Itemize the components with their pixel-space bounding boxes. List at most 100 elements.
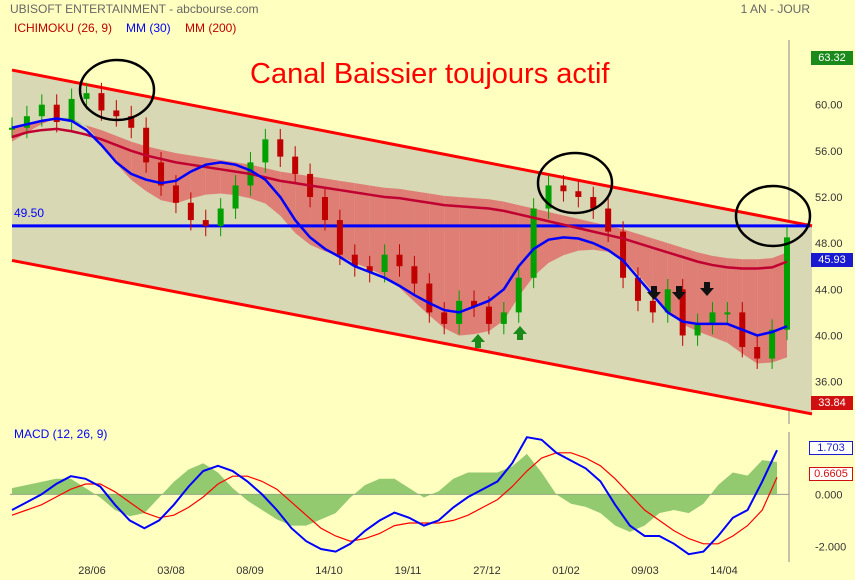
candle-body <box>411 266 418 284</box>
ichimoku-cloud-segment <box>161 149 176 204</box>
mm30-line <box>11 117 788 337</box>
candle-body <box>620 231 627 278</box>
ichimoku-cloud-segment <box>339 180 355 264</box>
ichimoku-cloud-segment <box>324 178 340 256</box>
candle-body <box>634 277 641 301</box>
up-arrow-icon <box>513 326 527 340</box>
candle-body <box>232 185 239 209</box>
candle-body <box>709 312 716 324</box>
candle-body <box>83 93 90 99</box>
price-y-tick: 40.00 <box>815 330 843 342</box>
candle-body <box>545 185 552 209</box>
candle-body <box>53 104 60 122</box>
ichimoku-cloud-segment <box>190 155 206 199</box>
candle-body <box>143 127 150 163</box>
down-arrow-icon <box>700 282 714 296</box>
candle-body <box>68 98 75 122</box>
candle-body <box>769 329 776 359</box>
legend-mm30: MM (30) <box>126 21 171 35</box>
candle-body <box>172 185 179 203</box>
ichimoku-cloud-segment <box>637 233 653 292</box>
tag-last: 45.93 <box>811 253 853 267</box>
ichimoku-cloud-segment <box>578 218 594 251</box>
candle-body <box>9 127 15 130</box>
price-y-tick: 36.00 <box>815 377 843 389</box>
candle-body <box>292 156 299 174</box>
down-arrow-icon <box>672 286 686 300</box>
candle-body <box>500 312 507 324</box>
candle-body <box>590 197 597 209</box>
candle-body <box>381 254 388 272</box>
ticker-name: UBISOFT ENTERTAINMENT <box>10 2 166 16</box>
period-label: 1 AN - JOUR <box>740 2 810 16</box>
ichimoku-cloud-segment <box>563 215 579 256</box>
level-label: 49.50 <box>14 206 45 220</box>
price-y-tick: 52.00 <box>815 192 843 204</box>
price-y-tick: 56.00 <box>815 146 843 158</box>
candle-body <box>784 237 790 330</box>
candle-body <box>575 191 582 197</box>
candle-body <box>515 277 522 313</box>
price-y-tick: 44.00 <box>815 284 843 296</box>
legend-ichimoku: ICHIMOKU (26, 9) <box>14 21 113 35</box>
x-tick-label: 28/06 <box>78 565 106 577</box>
candle-body <box>396 254 403 267</box>
ichimoku-cloud-segment <box>101 130 117 164</box>
macd-y-tick: 0.000 <box>815 489 843 501</box>
candle-body <box>366 266 373 272</box>
macd-line <box>11 436 778 556</box>
ichimoku-cloud-segment <box>310 176 325 252</box>
ichimoku-cloud-segment <box>667 243 683 325</box>
macd-label: MACD (12, 26, 9) <box>14 427 108 441</box>
source-name: abcbourse.com <box>176 2 259 16</box>
x-tick-label: 03/08 <box>157 565 185 577</box>
ichimoku-cloud-segment <box>414 191 430 316</box>
candle-body <box>530 208 537 278</box>
ichimoku-cloud-segment <box>280 171 296 234</box>
candle-body <box>485 306 492 324</box>
candle-body <box>113 110 120 117</box>
ichimoku-cloud-segment <box>697 252 713 338</box>
ichimoku-cloud-segment <box>71 117 87 127</box>
ichimoku-cloud-segment <box>474 198 489 335</box>
candle-body <box>441 312 448 324</box>
price-y-tick: 60.00 <box>815 100 843 112</box>
channel-lower-line <box>11 258 813 416</box>
candle-body <box>560 185 567 192</box>
candle-body <box>724 312 731 315</box>
macd-panel: 0.000 -2.000 <box>10 432 846 562</box>
ichimoku-cloud-segment <box>369 185 385 277</box>
header-ticker-line: UBISOFT ENTERTAINMENT - abcbourse.com <box>10 2 259 16</box>
ichimoku-cloud-segment <box>459 197 475 336</box>
ichimoku-cloud-segment <box>399 188 415 302</box>
price-y-tick: 48.00 <box>815 238 843 250</box>
candle-body <box>694 323 701 336</box>
ichimoku-cloud-segment <box>444 195 460 336</box>
tag-low: 33.84 <box>811 396 853 410</box>
ichimoku-cloud-segment <box>503 201 519 321</box>
ichimoku-cloud-segment <box>146 146 162 201</box>
highlight-circle <box>78 58 156 122</box>
macd-histogram <box>12 453 777 532</box>
ichimoku-cloud-segment <box>757 258 773 364</box>
candle-body <box>605 208 612 232</box>
candle-body <box>98 93 105 111</box>
candle-body <box>426 283 433 313</box>
ichimoku-cloud-segment <box>712 255 728 343</box>
highlight-circle <box>734 184 812 248</box>
highlight-circle <box>536 151 614 215</box>
down-arrow-icon <box>647 286 661 300</box>
ichimoku-cloud-segment <box>742 259 758 364</box>
tag-high: 63.32 <box>811 51 853 65</box>
annotation-title: Canal Baissier toujours actif <box>250 58 610 90</box>
legend-mm200: MM (200) <box>185 21 237 35</box>
x-tick-label: 27/12 <box>473 565 501 577</box>
macd-y-tick: -2.000 <box>815 541 846 553</box>
x-tick-label: 19/11 <box>395 565 422 577</box>
ichimoku-cloud-segment <box>682 247 698 332</box>
candle-body <box>277 139 284 157</box>
ichimoku-cloud-segment <box>772 252 787 363</box>
candle-body <box>664 289 671 313</box>
